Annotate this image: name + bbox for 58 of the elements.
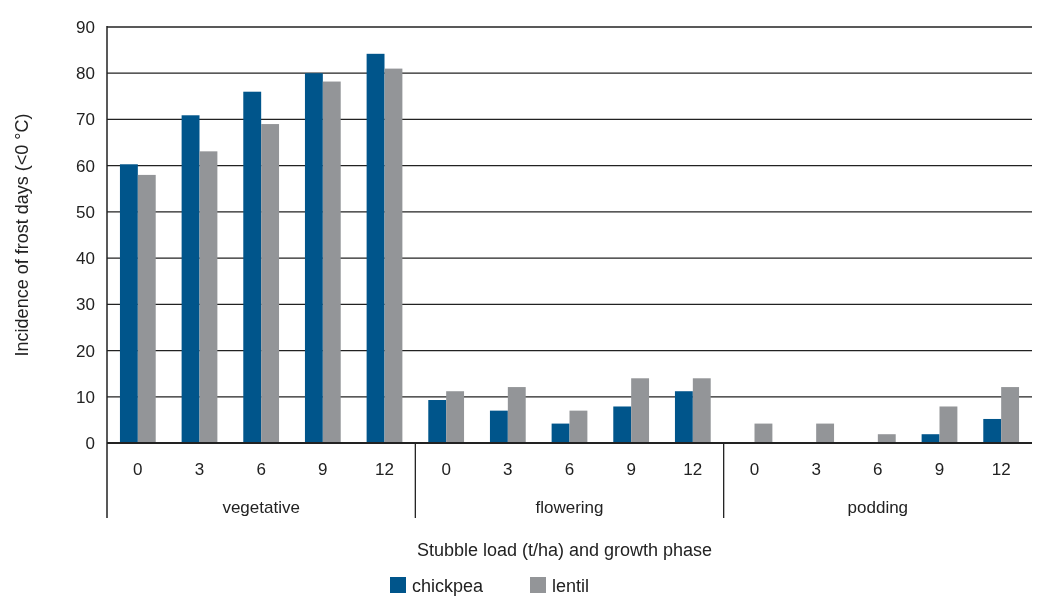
x-tick-label: 0 — [441, 460, 451, 479]
x-tick-label: 9 — [626, 460, 636, 479]
y-tick-label: 90 — [76, 17, 95, 37]
bar — [304, 73, 323, 443]
x-tick-label: 12 — [991, 460, 1011, 479]
y-axis-title: Incidence of frost days (<0 °C) — [12, 113, 32, 357]
bar — [1001, 387, 1020, 443]
x-tick-label: 6 — [564, 460, 575, 479]
x-tick-label: 6 — [873, 460, 883, 479]
bar — [181, 115, 200, 443]
y-tick-label: 10 — [76, 387, 95, 407]
bar — [692, 378, 711, 443]
bar — [243, 91, 262, 443]
bar — [137, 174, 156, 443]
bar — [877, 434, 896, 443]
bar — [366, 53, 385, 443]
bar — [428, 400, 447, 443]
y-tick-label: 40 — [76, 249, 95, 269]
y-tick-label: 60 — [76, 156, 95, 176]
x-tick-label: 3 — [811, 460, 821, 479]
text: flowering — [535, 498, 604, 517]
y-tick-label: 30 — [76, 295, 95, 315]
bar — [983, 418, 1002, 443]
x-tick-label: 12 — [683, 460, 703, 479]
text: podding — [847, 498, 909, 517]
y-tick-label: 0 — [85, 433, 95, 453]
bar — [489, 410, 508, 443]
bar — [199, 151, 218, 443]
x-tick-label: 9 — [934, 460, 945, 479]
bar — [507, 387, 526, 443]
x-tick-label: 12 — [375, 460, 394, 479]
bar — [322, 81, 341, 443]
x-tick-label: 9 — [318, 460, 328, 479]
bar — [261, 124, 280, 443]
y-tick-label: 80 — [76, 64, 95, 84]
legend-label: lentil — [552, 576, 590, 596]
bar — [569, 410, 588, 443]
y-tick-label: 20 — [76, 341, 95, 361]
x-tick-label: 6 — [256, 460, 266, 479]
legend-label: chickpea — [412, 576, 485, 596]
x-tick-label: 0 — [749, 460, 760, 479]
y-tick-label: 70 — [76, 110, 95, 130]
bar — [551, 423, 570, 443]
bar — [921, 434, 940, 443]
text: vegetative — [222, 498, 300, 517]
bar — [631, 378, 650, 443]
bar — [939, 406, 958, 443]
y-tick-label: 50 — [76, 202, 95, 222]
x-tick-label: 0 — [133, 460, 143, 479]
bar — [674, 391, 693, 443]
x-tick-label: 3 — [194, 460, 205, 479]
bar — [446, 391, 465, 443]
bar — [384, 68, 403, 443]
bar — [613, 406, 632, 443]
x-axis-title: Stubble load (t/ha) and growth phase — [416, 540, 713, 560]
bar — [816, 423, 835, 443]
x-tick-label: 3 — [503, 460, 513, 479]
bar — [119, 164, 138, 443]
